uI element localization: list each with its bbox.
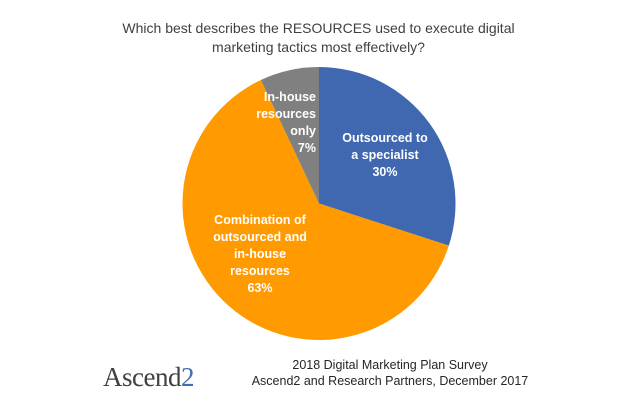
logo-accent: 2 xyxy=(180,362,195,392)
label-line: Outsourced to xyxy=(342,131,428,145)
label-line: a specialist xyxy=(351,148,419,162)
logo-text: Ascend xyxy=(103,362,181,392)
label-line: only xyxy=(290,124,316,138)
label-line: 7% xyxy=(297,141,316,155)
label-line: 30% xyxy=(372,165,398,179)
chart-title: Which best describes the RESOURCES used … xyxy=(0,19,637,57)
source-line-1: 2018 Digital Marketing Plan Survey xyxy=(292,358,488,372)
chart-title-line-2: marketing tactics most effectively? xyxy=(212,39,425,55)
chart-title-line-1: Which best describes the RESOURCES used … xyxy=(122,20,515,36)
ascend2-logo: Ascend2 xyxy=(103,362,194,393)
label-line: resources xyxy=(230,264,290,278)
slice-label-outsourced: Outsourced to a specialist 30% xyxy=(330,130,440,181)
label-line: 63% xyxy=(247,281,273,295)
pie-slice xyxy=(182,79,449,341)
pie-slice xyxy=(260,67,319,204)
label-line: Combination of xyxy=(214,213,306,227)
pie-slice xyxy=(319,67,456,246)
label-line: resources xyxy=(256,107,316,121)
slice-label-combination: Combination of outsourced and in-house r… xyxy=(205,212,315,297)
pie-slices xyxy=(182,67,456,341)
slice-label-in-house: In-house resources only 7% xyxy=(246,89,316,157)
source-line-2: Ascend2 and Research Partners, December … xyxy=(251,374,529,388)
label-line: in-house xyxy=(233,247,287,261)
label-line: In-house xyxy=(263,90,316,104)
label-line: outsourced and xyxy=(213,230,307,244)
source-note: 2018 Digital Marketing Plan Survey Ascen… xyxy=(245,357,535,389)
